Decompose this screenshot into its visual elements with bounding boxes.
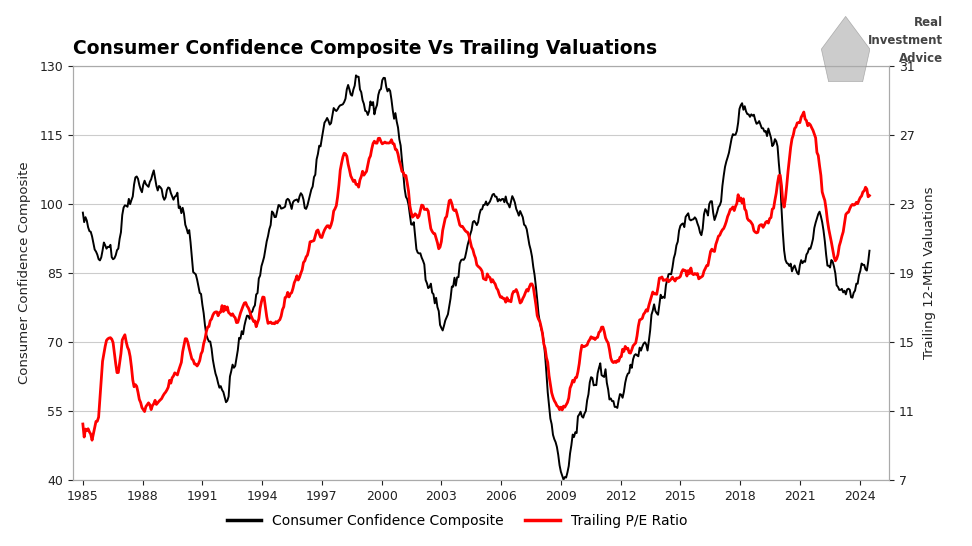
Polygon shape — [821, 16, 870, 82]
Y-axis label: Trailing 12-Mth Valuations: Trailing 12-Mth Valuations — [923, 187, 936, 359]
Legend: Consumer Confidence Composite, Trailing P/E Ratio: Consumer Confidence Composite, Trailing … — [221, 508, 693, 533]
Y-axis label: Consumer Confidence Composite: Consumer Confidence Composite — [17, 162, 31, 384]
Text: Real
Investment
Advice: Real Investment Advice — [868, 16, 943, 66]
Text: Consumer Confidence Composite Vs Trailing Valuations: Consumer Confidence Composite Vs Trailin… — [73, 39, 657, 58]
